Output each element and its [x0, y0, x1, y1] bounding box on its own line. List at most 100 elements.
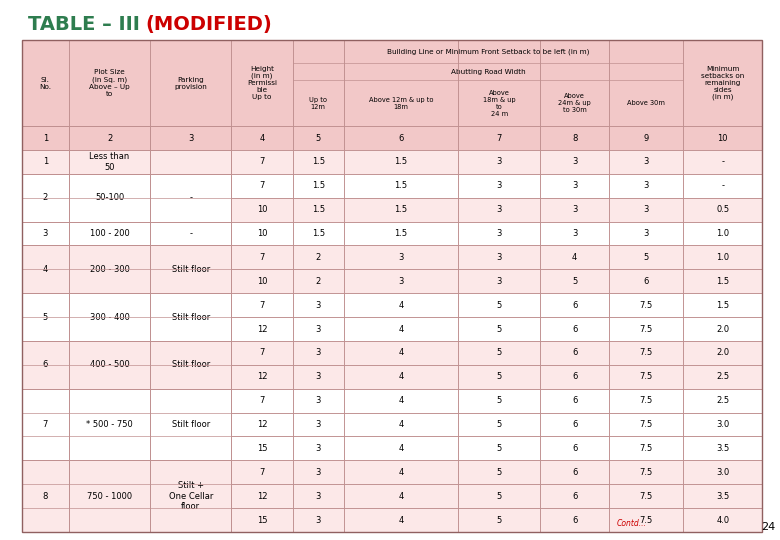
Text: 4.0: 4.0 [716, 516, 729, 524]
Text: 3: 3 [399, 253, 404, 262]
Text: 7.5: 7.5 [640, 372, 653, 381]
Bar [540, 413, 609, 436]
Bar [459, 389, 540, 413]
Text: 1.5: 1.5 [395, 205, 408, 214]
Text: 5: 5 [497, 516, 502, 524]
Bar [609, 413, 683, 436]
Bar [151, 341, 231, 365]
Text: TABLE – III: TABLE – III [28, 15, 147, 34]
Bar [459, 198, 540, 221]
Text: (MODIFIED): (MODIFIED) [145, 15, 271, 34]
Bar [22, 246, 69, 293]
Text: 3: 3 [497, 277, 502, 286]
Text: Stilt floor: Stilt floor [172, 313, 210, 322]
Text: Sl.
No.: Sl. No. [39, 77, 51, 90]
Bar [459, 126, 540, 150]
Bar [69, 389, 151, 461]
Bar [344, 365, 459, 389]
Text: 1.5: 1.5 [312, 158, 324, 166]
Text: -: - [190, 193, 193, 202]
Bar [231, 436, 292, 461]
Text: 3: 3 [316, 492, 321, 501]
Text: Abutting Road Width: Abutting Road Width [451, 69, 526, 75]
Bar [22, 341, 69, 389]
Text: 4: 4 [43, 265, 48, 274]
Bar [22, 389, 69, 413]
Text: Above
24m & up
to 30m: Above 24m & up to 30m [558, 93, 591, 113]
Text: 6: 6 [572, 301, 577, 309]
Text: 4: 4 [572, 253, 577, 262]
Bar [540, 461, 609, 484]
Bar [69, 484, 151, 508]
Text: 1.5: 1.5 [716, 277, 729, 286]
Text: 3: 3 [316, 396, 321, 405]
Text: 3: 3 [644, 181, 649, 190]
Text: 7: 7 [43, 420, 48, 429]
Bar [231, 246, 292, 269]
Text: 4: 4 [399, 420, 403, 429]
Bar [683, 198, 762, 221]
Bar [151, 221, 231, 246]
Text: 6: 6 [399, 133, 404, 143]
Bar [22, 389, 69, 461]
Text: Contd...: Contd... [616, 519, 647, 528]
Text: 4: 4 [399, 372, 403, 381]
Text: 1.5: 1.5 [312, 181, 324, 190]
Bar [344, 436, 459, 461]
Text: 6: 6 [572, 492, 577, 501]
Text: 6: 6 [572, 516, 577, 524]
Bar [292, 461, 344, 484]
Bar [22, 174, 69, 198]
Bar [69, 174, 151, 198]
Text: Minimum
setbacks on
remaining
sides
(in m): Minimum setbacks on remaining sides (in … [701, 66, 744, 100]
Bar [69, 508, 151, 532]
Text: 3: 3 [572, 229, 577, 238]
Bar [22, 150, 69, 174]
Bar [22, 126, 69, 150]
Bar [22, 508, 69, 532]
Text: 10: 10 [257, 205, 268, 214]
Bar [683, 365, 762, 389]
Bar [69, 269, 151, 293]
Text: 7: 7 [259, 348, 264, 357]
Text: 4: 4 [399, 325, 403, 334]
Bar [69, 317, 151, 341]
Bar [292, 293, 344, 317]
Bar [151, 508, 231, 532]
Text: 4: 4 [399, 396, 403, 405]
Bar [69, 341, 151, 365]
Bar [540, 198, 609, 221]
Bar [22, 365, 69, 389]
Bar [683, 436, 762, 461]
Text: 3: 3 [316, 420, 321, 429]
Text: Parking
provision: Parking provision [175, 77, 207, 90]
Bar [609, 436, 683, 461]
Bar [609, 389, 683, 413]
Bar [151, 317, 231, 341]
Bar [69, 221, 151, 246]
Bar [683, 221, 762, 246]
Text: 3: 3 [497, 229, 502, 238]
Bar [344, 484, 459, 508]
Bar [69, 461, 151, 484]
Bar [344, 40, 459, 126]
Bar [69, 461, 151, 532]
Text: 1.0: 1.0 [716, 253, 729, 262]
Bar [151, 174, 231, 221]
Bar [151, 436, 231, 461]
Text: 7.5: 7.5 [640, 325, 653, 334]
Text: 3: 3 [316, 444, 321, 453]
Text: 7: 7 [259, 253, 264, 262]
Bar [609, 317, 683, 341]
Text: 12: 12 [257, 492, 268, 501]
Text: 4: 4 [399, 348, 403, 357]
Bar [683, 269, 762, 293]
Text: 7: 7 [259, 301, 264, 309]
Bar [344, 508, 459, 532]
Bar [151, 341, 231, 389]
Bar [151, 150, 231, 174]
Bar [344, 413, 459, 436]
Text: 8: 8 [572, 133, 577, 143]
Bar [22, 221, 69, 246]
Text: 7: 7 [497, 133, 502, 143]
